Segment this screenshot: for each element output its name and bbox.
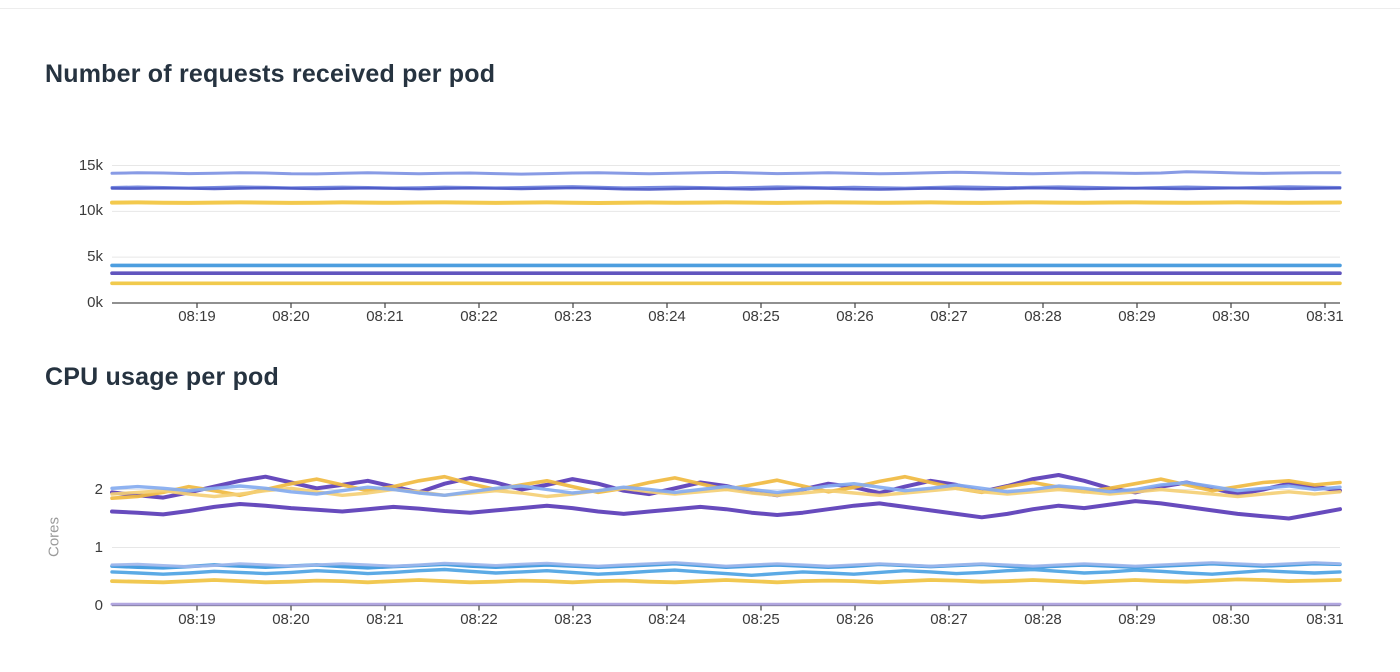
y-tick-label: 1 [94, 538, 103, 556]
y-tick-label: 5k [87, 248, 103, 266]
series-line-pod-1 [110, 499, 1342, 521]
x-tick-label: 08:21 [366, 611, 404, 628]
x-tick-label: 08:28 [1024, 308, 1062, 325]
x-tick-label: 08:21 [366, 308, 404, 325]
series-line-pod-4 [110, 486, 1342, 499]
y-tick-label: 10k [78, 202, 103, 220]
x-tick-label: 08:20 [272, 611, 310, 628]
x-tick-label: 08:29 [1118, 611, 1156, 628]
y-tick-label: 0 [94, 596, 103, 614]
x-tick-label: 08:19 [178, 308, 216, 325]
x-tick-label: 08:29 [1118, 308, 1156, 325]
series-line-pod-9 [110, 577, 1342, 585]
x-tick-label: 08:23 [554, 308, 592, 325]
x-tick-label: 08:19 [178, 611, 216, 628]
x-tick-label: 08:24 [648, 611, 686, 628]
x-tick-label: 08:30 [1212, 611, 1250, 628]
x-tick-label: 08:26 [836, 611, 874, 628]
x-tick-label: 08:25 [742, 611, 780, 628]
x-tick-label: 08:31 [1306, 308, 1344, 325]
series-line-pod-7 [110, 567, 1342, 577]
x-tick-label: 08:22 [460, 308, 498, 325]
series-line-pod-3 [110, 186, 1342, 191]
x-tick-label: 08:20 [272, 308, 310, 325]
y-tick-label: 0k [87, 294, 103, 311]
x-tick-label: 08:27 [930, 611, 968, 628]
x-tick-label: 08:23 [554, 611, 592, 628]
x-tick-label: 08:27 [930, 308, 968, 325]
series-line-pod-8 [110, 561, 1342, 569]
page-top-divider [0, 8, 1400, 9]
x-tick-label: 08:26 [836, 308, 874, 325]
y-tick-label: 15k [78, 156, 103, 174]
x-tick-label: 08:30 [1212, 308, 1250, 325]
cpu-chart-title: CPU usage per pod [45, 363, 279, 391]
x-tick-label: 08:28 [1024, 611, 1062, 628]
series-line-pod-1 [110, 170, 1342, 176]
series-line-pod-4 [110, 200, 1342, 205]
x-tick-label: 08:22 [460, 611, 498, 628]
x-tick-label: 08:24 [648, 308, 686, 325]
y-tick-label: 2 [94, 480, 103, 498]
requests-chart-title: Number of requests received per pod [45, 60, 496, 88]
x-tick-label: 08:31 [1306, 611, 1344, 628]
series-line-pod-5 [110, 480, 1342, 497]
x-tick-label: 08:25 [742, 308, 780, 325]
